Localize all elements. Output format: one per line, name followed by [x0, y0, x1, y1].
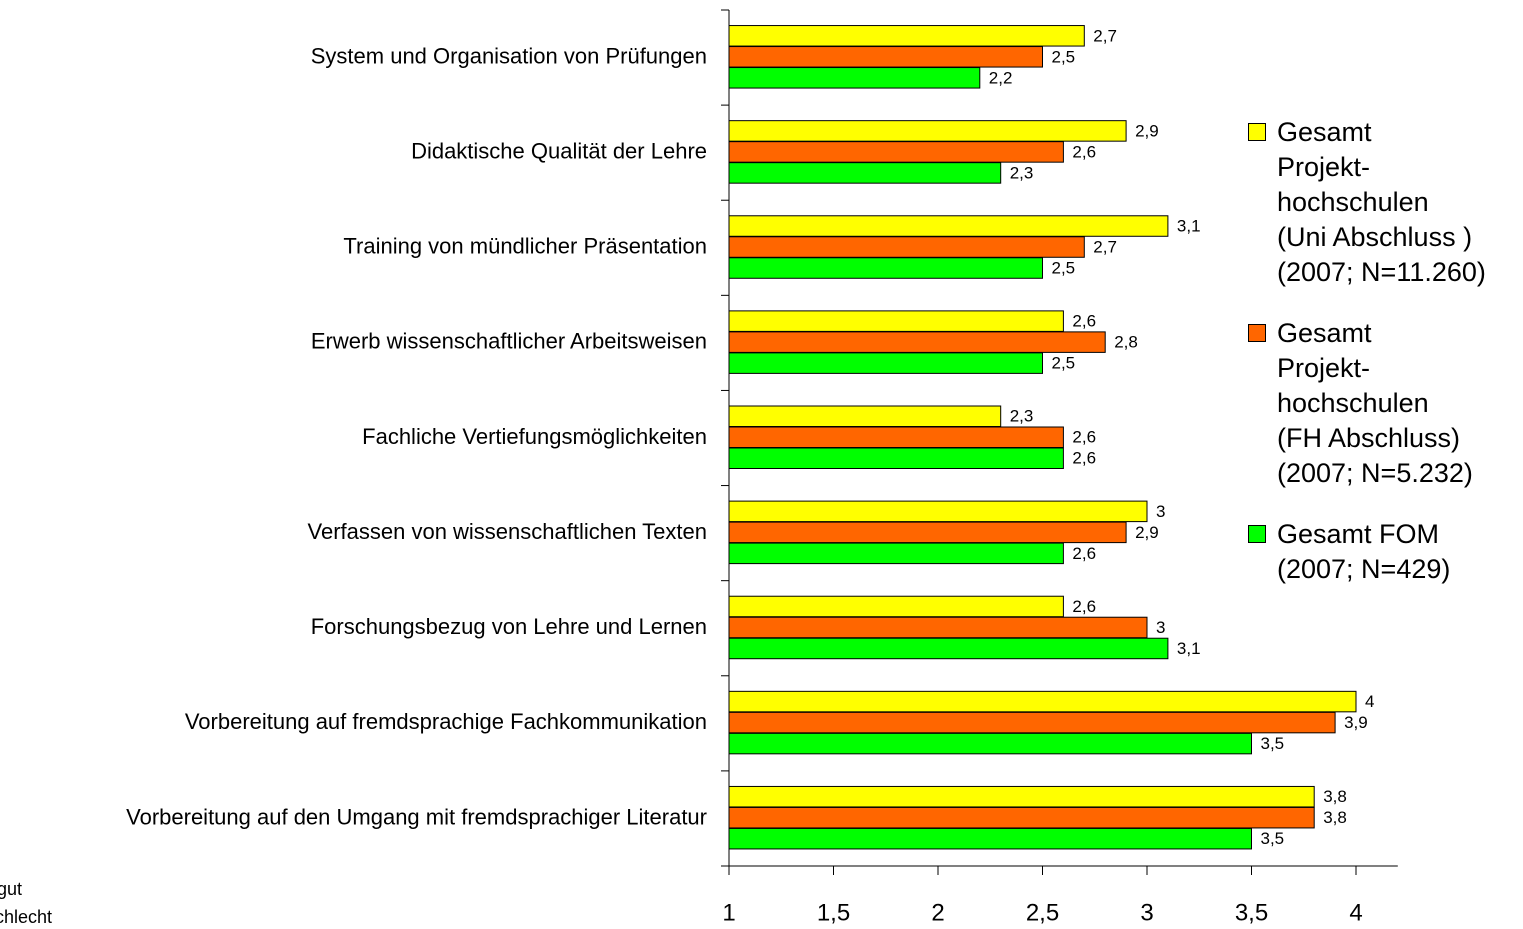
- value-label: 2,8: [1114, 333, 1138, 352]
- bar: [728, 732, 1252, 755]
- value-label: 2,6: [1072, 142, 1096, 161]
- value-label: 3,5: [1261, 829, 1285, 848]
- value-label: 3: [1156, 618, 1165, 637]
- value-label: 2,7: [1093, 26, 1117, 45]
- value-label: 2,2: [989, 68, 1013, 87]
- x-tick-label: 1: [722, 899, 735, 926]
- bar: [728, 785, 1315, 808]
- bar: [728, 542, 1064, 565]
- annotation: gut: [0, 879, 22, 899]
- value-label: 3,1: [1177, 639, 1201, 658]
- value-label: 2,5: [1052, 259, 1076, 278]
- x-tick-label: 2: [931, 899, 944, 926]
- value-label: 2,6: [1072, 312, 1096, 331]
- category-label: Verfassen von wissenschaftlichen Texten: [308, 519, 708, 544]
- bar: [728, 827, 1252, 850]
- bar: [728, 426, 1064, 448]
- legend-swatch: [1248, 525, 1266, 543]
- value-label: 3: [1156, 502, 1165, 521]
- bar: [728, 310, 1064, 332]
- value-label: 3,5: [1261, 734, 1285, 753]
- category-label: Erwerb wissenschaftlicher Arbeitsweisen: [311, 329, 707, 354]
- bar: [728, 405, 1002, 427]
- value-label: 2,9: [1135, 121, 1159, 140]
- bar: [728, 690, 1357, 713]
- legend-label: Gesamt Projekt- hochschulen (Uni Abschlu…: [1277, 117, 1486, 287]
- category-label: System und Organisation von Prüfungen: [311, 43, 707, 68]
- x-tick-label: 2,5: [1026, 899, 1059, 926]
- legend-swatch: [1248, 123, 1266, 141]
- category-label: Forschungsbezug von Lehre und Lernen: [311, 614, 707, 639]
- x-tick-label: 3,5: [1235, 899, 1268, 926]
- bar: [728, 500, 1148, 523]
- legend-label: Gesamt FOM (2007; N=429): [1277, 519, 1451, 584]
- legend-swatch: [1248, 324, 1266, 342]
- bar: [728, 236, 1085, 258]
- bar: [728, 215, 1169, 237]
- bar: [728, 46, 1043, 68]
- bar: [728, 806, 1315, 829]
- bar: [728, 637, 1169, 660]
- annotation: chlecht: [0, 907, 52, 927]
- bar: [728, 257, 1043, 279]
- legend-label: Gesamt Projekt- hochschulen (FH Abschlus…: [1277, 318, 1473, 488]
- value-label: 2,6: [1072, 428, 1096, 447]
- value-label: 3,9: [1344, 713, 1368, 732]
- x-tick-label: 3: [1140, 899, 1153, 926]
- bar: [728, 25, 1085, 47]
- value-label: 2,6: [1072, 449, 1096, 468]
- bar: [728, 120, 1127, 142]
- bar: [728, 352, 1043, 374]
- category-label: Fachliche Vertiefungsmöglichkeiten: [362, 424, 707, 449]
- bar: [728, 521, 1127, 544]
- category-label: Training von mündlicher Präsentation: [343, 234, 707, 259]
- value-label: 3,1: [1177, 217, 1201, 236]
- value-label: 2,7: [1093, 238, 1117, 257]
- category-label: Vorbereitung auf fremdsprachige Fachkomm…: [185, 709, 707, 734]
- value-label: 2,6: [1072, 544, 1096, 563]
- value-label: 3,8: [1323, 808, 1347, 827]
- bar: [728, 331, 1106, 353]
- category-label: Vorbereitung auf den Umgang mit fremdspr…: [126, 804, 707, 829]
- value-label: 2,5: [1052, 47, 1076, 66]
- bar: [728, 616, 1148, 639]
- value-label: 2,3: [1010, 407, 1034, 426]
- bar: [728, 595, 1064, 618]
- bar: [728, 141, 1064, 163]
- bar: [728, 162, 1002, 184]
- bar: [728, 711, 1336, 734]
- bar: [728, 67, 981, 89]
- value-label: 2,9: [1135, 523, 1159, 542]
- bar: [728, 447, 1064, 469]
- value-label: 2,6: [1072, 597, 1096, 616]
- x-tick-label: 1,5: [817, 899, 850, 926]
- value-label: 2,5: [1052, 354, 1076, 373]
- value-label: 4: [1365, 692, 1374, 711]
- x-tick-label: 4: [1349, 899, 1362, 926]
- value-label: 3,8: [1323, 787, 1347, 806]
- value-label: 2,3: [1010, 163, 1034, 182]
- category-label: Didaktische Qualität der Lehre: [411, 138, 707, 163]
